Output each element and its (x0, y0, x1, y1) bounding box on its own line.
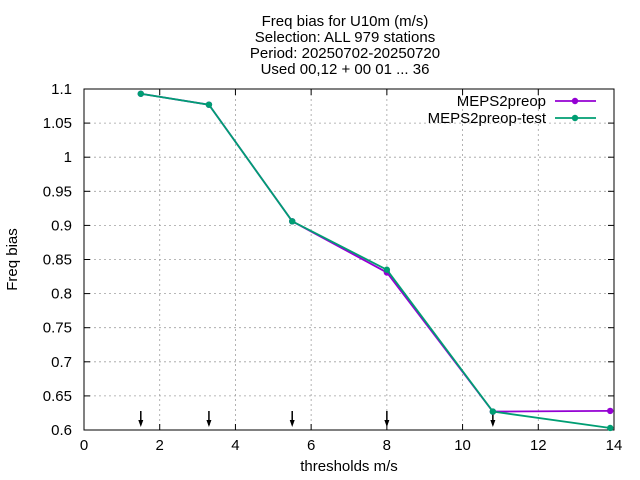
threshold-arrow (289, 411, 295, 427)
x-tick-label: 14 (606, 437, 623, 454)
title-line: Used 00,12 + 00 01 ... 36 (261, 61, 430, 78)
legend-label: MEPS2preop-test (428, 110, 547, 127)
data-point (289, 218, 296, 225)
threshold-arrow (206, 411, 212, 427)
y-tick-label: 1 (64, 149, 72, 166)
y-tick-label: 1.05 (43, 115, 72, 132)
y-tick-label: 0.8 (51, 286, 72, 303)
series-MEPS2preop (137, 90, 614, 415)
y-tick-label: 1.1 (51, 81, 72, 98)
series (137, 90, 614, 432)
legend-label: MEPS2preop (457, 93, 546, 110)
threshold-arrow (138, 411, 144, 427)
grid (84, 89, 614, 430)
data-point (205, 101, 213, 108)
y-tick-label: 0.75 (43, 320, 72, 337)
series-MEPS2preop-test (137, 90, 614, 432)
x-tick-label: 8 (383, 437, 391, 454)
data-point (137, 90, 144, 97)
x-tick-label: 2 (156, 437, 164, 454)
ticks (83, 88, 615, 431)
y-tick-label: 0.6 (51, 422, 72, 439)
y-tick-labels: 0.6 0.65 0.7 0.75 0.8 0.85 0.9 0.95 1 1.05 1.1 (43, 81, 72, 439)
x-tick-labels: 0 2 4 6 8 10 12 14 (80, 437, 623, 454)
y-tick-label: 0.95 (43, 183, 72, 200)
threshold-arrows (138, 411, 496, 427)
data-point (607, 407, 614, 415)
x-tick-label: 0 (80, 437, 88, 454)
y-tick-label: 0.65 (43, 388, 72, 405)
y-tick-label: 0.85 (43, 252, 72, 269)
y-tick-label: 0.9 (51, 217, 72, 234)
title-line: Selection: ALL 979 stations (255, 29, 435, 46)
series-line (140, 92, 611, 429)
y-tick-label: 0.7 (51, 354, 72, 371)
y-axis-label: Freq bias (4, 228, 21, 291)
title-line: Period: 20250702-20250720 (250, 45, 440, 62)
x-tick-label: 10 (454, 437, 471, 454)
x-tick-label: 12 (530, 437, 547, 454)
threshold-arrow (384, 411, 390, 427)
legend-marker (571, 97, 579, 105)
data-point (489, 408, 497, 415)
legend-marker (571, 114, 579, 122)
data-point (607, 424, 614, 432)
data-point (383, 266, 391, 273)
chart-title: Freq bias for U10m (m/s)Selection: ALL 9… (250, 13, 440, 78)
x-tick-label: 6 (307, 437, 315, 454)
series-line (140, 92, 611, 413)
title-line: Freq bias for U10m (m/s) (262, 13, 429, 30)
x-axis-label: thresholds m/s (300, 458, 398, 475)
x-tick-label: 4 (231, 437, 239, 454)
